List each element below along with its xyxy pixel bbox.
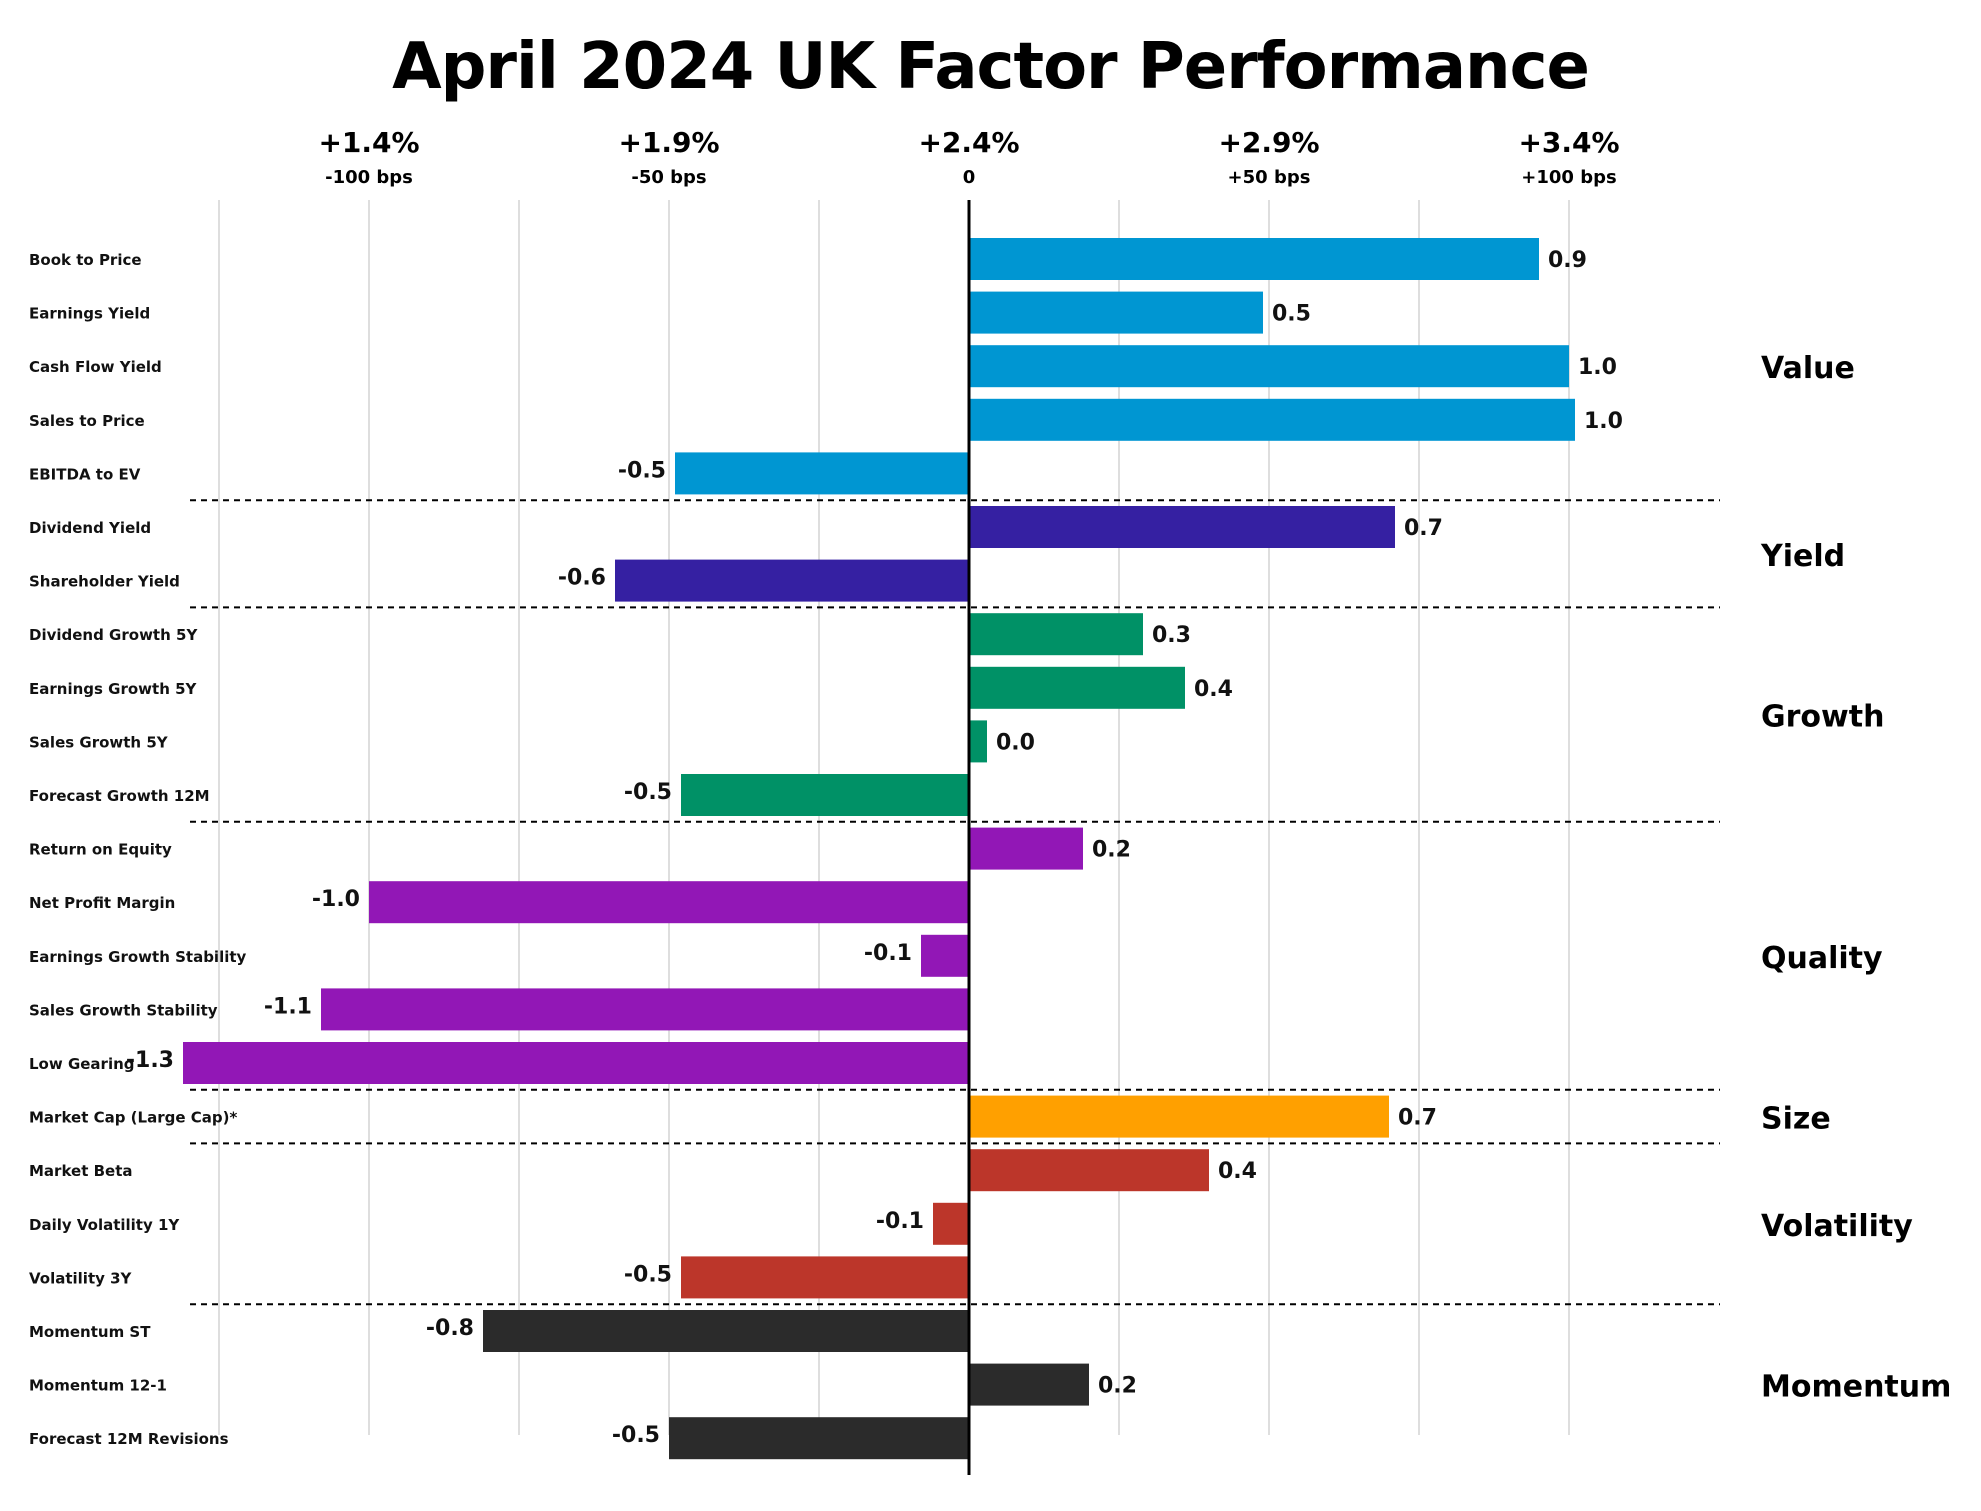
factor-label: Volatility 3Y: [29, 1269, 133, 1287]
factor-label: Daily Volatility 1Y: [29, 1216, 180, 1234]
value-label: -1.0: [312, 887, 360, 912]
bar-earnings-growth-5y: [969, 666, 1185, 709]
bar-momentum-st: [483, 1310, 969, 1352]
x-tick-bps-label: -100 bps: [325, 167, 413, 188]
value-label: -0.6: [558, 566, 606, 591]
value-label: 1.0: [1584, 409, 1623, 434]
bar-sales-growth-stability: [321, 988, 969, 1031]
group-label-size: Size: [1761, 1102, 1831, 1137]
chart-title: April 2024 UK Factor Performance: [392, 30, 1590, 104]
group-label-value: Value: [1761, 351, 1855, 386]
x-tick-bps-label: 0: [963, 167, 976, 188]
x-tick-return-label: +3.4%: [1518, 126, 1619, 159]
group-label-growth: Growth: [1761, 700, 1884, 735]
value-label: 0.4: [1194, 677, 1233, 702]
factor-label: Book to Price: [29, 251, 142, 269]
value-label: 0.2: [1098, 1374, 1137, 1399]
factor-label: Momentum 12-1: [29, 1377, 167, 1395]
value-label: 0.3: [1152, 623, 1191, 648]
value-label: -0.5: [624, 1262, 672, 1287]
factor-label: Dividend Growth 5Y: [29, 626, 198, 644]
bar-forecast-growth-12m: [681, 774, 969, 816]
group-label-momentum: Momentum: [1761, 1370, 1951, 1405]
x-tick-bps-label: +100 bps: [1521, 167, 1616, 188]
bar-low-gearing: [183, 1042, 969, 1084]
factor-label: Dividend Yield: [29, 519, 151, 537]
value-label: -0.5: [612, 1423, 660, 1448]
x-tick-return-label: +2.9%: [1218, 126, 1319, 159]
value-label: -1.1: [264, 994, 312, 1019]
value-label: 0.9: [1548, 248, 1587, 273]
factor-label: Forecast Growth 12M: [29, 787, 210, 805]
factor-label: Low Gearing: [29, 1055, 135, 1073]
bar-daily-volatility-1y: [933, 1202, 969, 1245]
bar-ebitda-to-ev: [675, 452, 969, 495]
factor-label: Market Beta: [29, 1162, 132, 1180]
bar-sales-growth-5y: [969, 720, 987, 763]
x-tick-bps-label: +50 bps: [1228, 167, 1311, 188]
value-label: -1.3: [126, 1048, 174, 1073]
factor-label: Sales Growth 5Y: [29, 733, 169, 751]
bar-market-cap-large-cap: [969, 1095, 1389, 1138]
bar-return-on-equity: [969, 827, 1083, 870]
value-label: -0.1: [864, 941, 912, 966]
bar-dividend-growth-5y: [969, 613, 1143, 656]
bar-dividend-yield: [969, 506, 1395, 548]
group-label-quality: Quality: [1761, 941, 1883, 976]
factor-label: Earnings Yield: [29, 305, 150, 323]
factor-label: Earnings Growth 5Y: [29, 680, 198, 698]
bar-cash-flow-yield: [969, 345, 1569, 388]
bar-sales-to-price: [969, 398, 1575, 441]
value-label: 0.7: [1398, 1106, 1437, 1131]
factor-label: Sales Growth Stability: [29, 1001, 218, 1019]
x-tick-return-label: +1.4%: [318, 126, 419, 159]
factor-label: Market Cap (Large Cap)*: [29, 1109, 237, 1127]
factor-label: Momentum ST: [29, 1323, 151, 1341]
value-label: 0.0: [996, 730, 1035, 755]
factor-label: EBITDA to EV: [29, 465, 141, 483]
bar-momentum-12-1: [969, 1363, 1089, 1406]
value-label: -0.5: [624, 780, 672, 805]
value-label: 0.7: [1404, 516, 1443, 541]
value-label: 0.5: [1272, 302, 1311, 327]
factor-label: Return on Equity: [29, 841, 172, 859]
factor-label: Forecast 12M Revisions: [29, 1430, 229, 1448]
factor-label: Sales to Price: [29, 412, 145, 430]
value-label: 0.2: [1092, 838, 1131, 863]
value-label: 0.4: [1218, 1159, 1257, 1184]
group-label-volatility: Volatility: [1761, 1209, 1913, 1244]
bar-market-beta: [969, 1149, 1209, 1192]
bar-forecast-12m-revisions: [669, 1417, 969, 1460]
value-label: -0.8: [426, 1316, 474, 1341]
bar-shareholder-yield: [615, 559, 969, 602]
factor-label: Net Profit Margin: [29, 894, 175, 912]
factor-label: Shareholder Yield: [29, 573, 180, 591]
value-label: -0.5: [618, 458, 666, 483]
x-tick-bps-label: -50 bps: [631, 167, 706, 188]
bar-earnings-growth-stability: [921, 934, 969, 977]
factor-label: Cash Flow Yield: [29, 358, 162, 376]
value-label: -0.1: [876, 1209, 924, 1234]
bar-earnings-yield: [969, 291, 1263, 334]
bar-book-to-price: [969, 238, 1539, 280]
factor-label: Earnings Growth Stability: [29, 948, 247, 966]
x-tick-return-label: +2.4%: [918, 126, 1019, 159]
x-tick-return-label: +1.9%: [618, 126, 719, 159]
value-label: 1.0: [1578, 355, 1617, 380]
group-label-yield: Yield: [1760, 539, 1845, 574]
bar-net-profit-margin: [369, 881, 969, 924]
bar-volatility-3y: [681, 1256, 969, 1299]
